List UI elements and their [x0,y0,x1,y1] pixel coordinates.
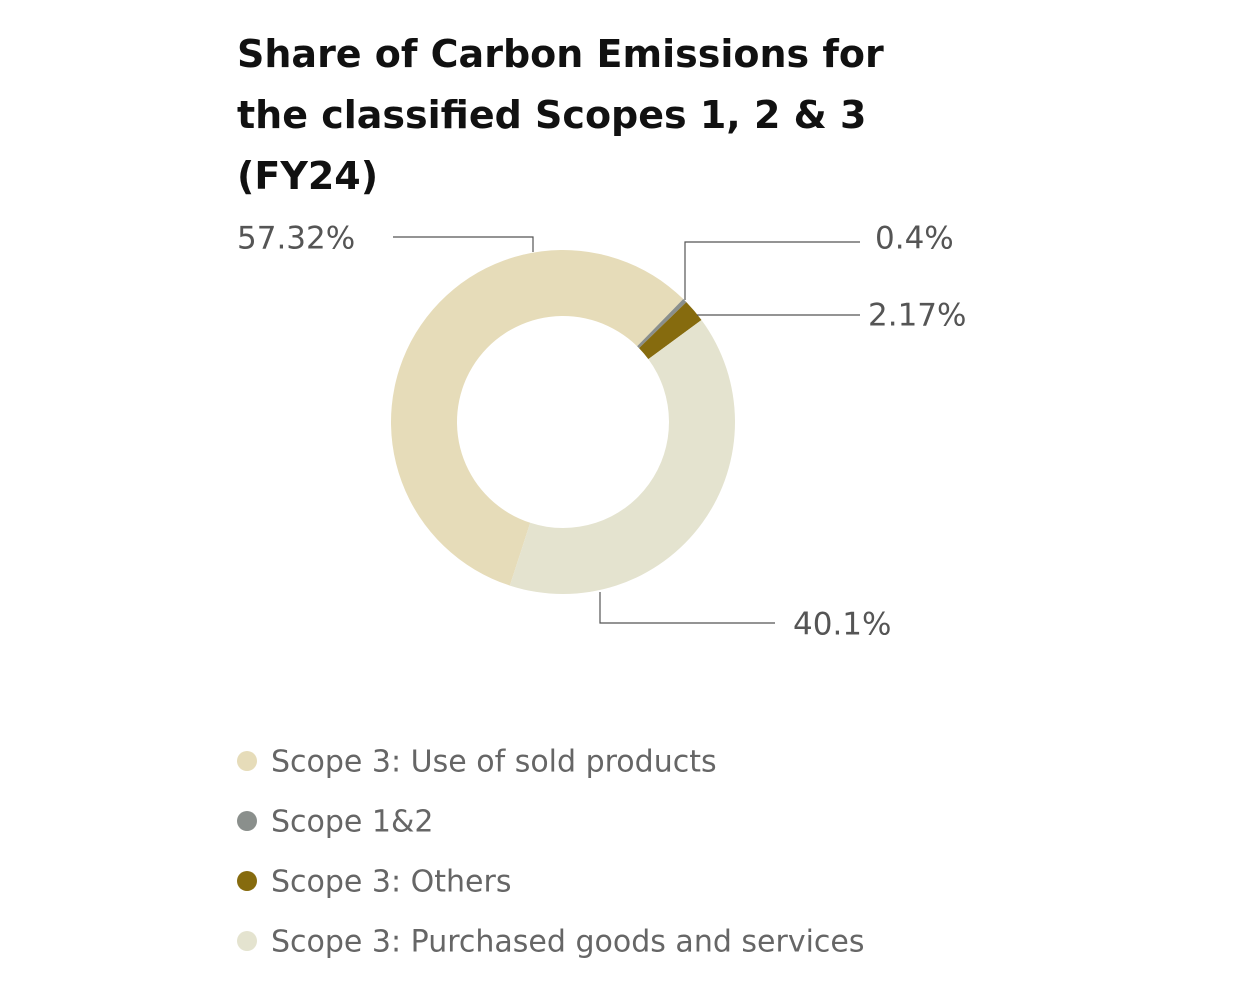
legend-marker [237,751,257,771]
data-label: 57.32% [237,221,355,257]
donut-segment [639,302,702,360]
legend-label: Scope 1&2 [271,805,434,840]
legend-marker [237,871,257,891]
leader-line [393,236,534,252]
legend-marker [237,811,257,831]
chart-title: Share of Carbon Emissions for the classi… [237,32,884,198]
legend-label: Scope 3: Others [271,865,511,900]
data-label: 40.1% [793,607,891,643]
donut-segment [509,319,735,594]
donut-segment [390,249,684,586]
leader-line [684,241,860,300]
legend-label: Scope 3: Use of sold products [271,745,717,780]
donut-segment [637,299,687,349]
leader-line [599,592,775,624]
legend-label: Scope 3: Purchased goods and services [271,925,865,960]
legend-marker [237,931,257,951]
data-label: 0.4% [875,221,954,257]
data-label: 2.17% [868,298,966,334]
